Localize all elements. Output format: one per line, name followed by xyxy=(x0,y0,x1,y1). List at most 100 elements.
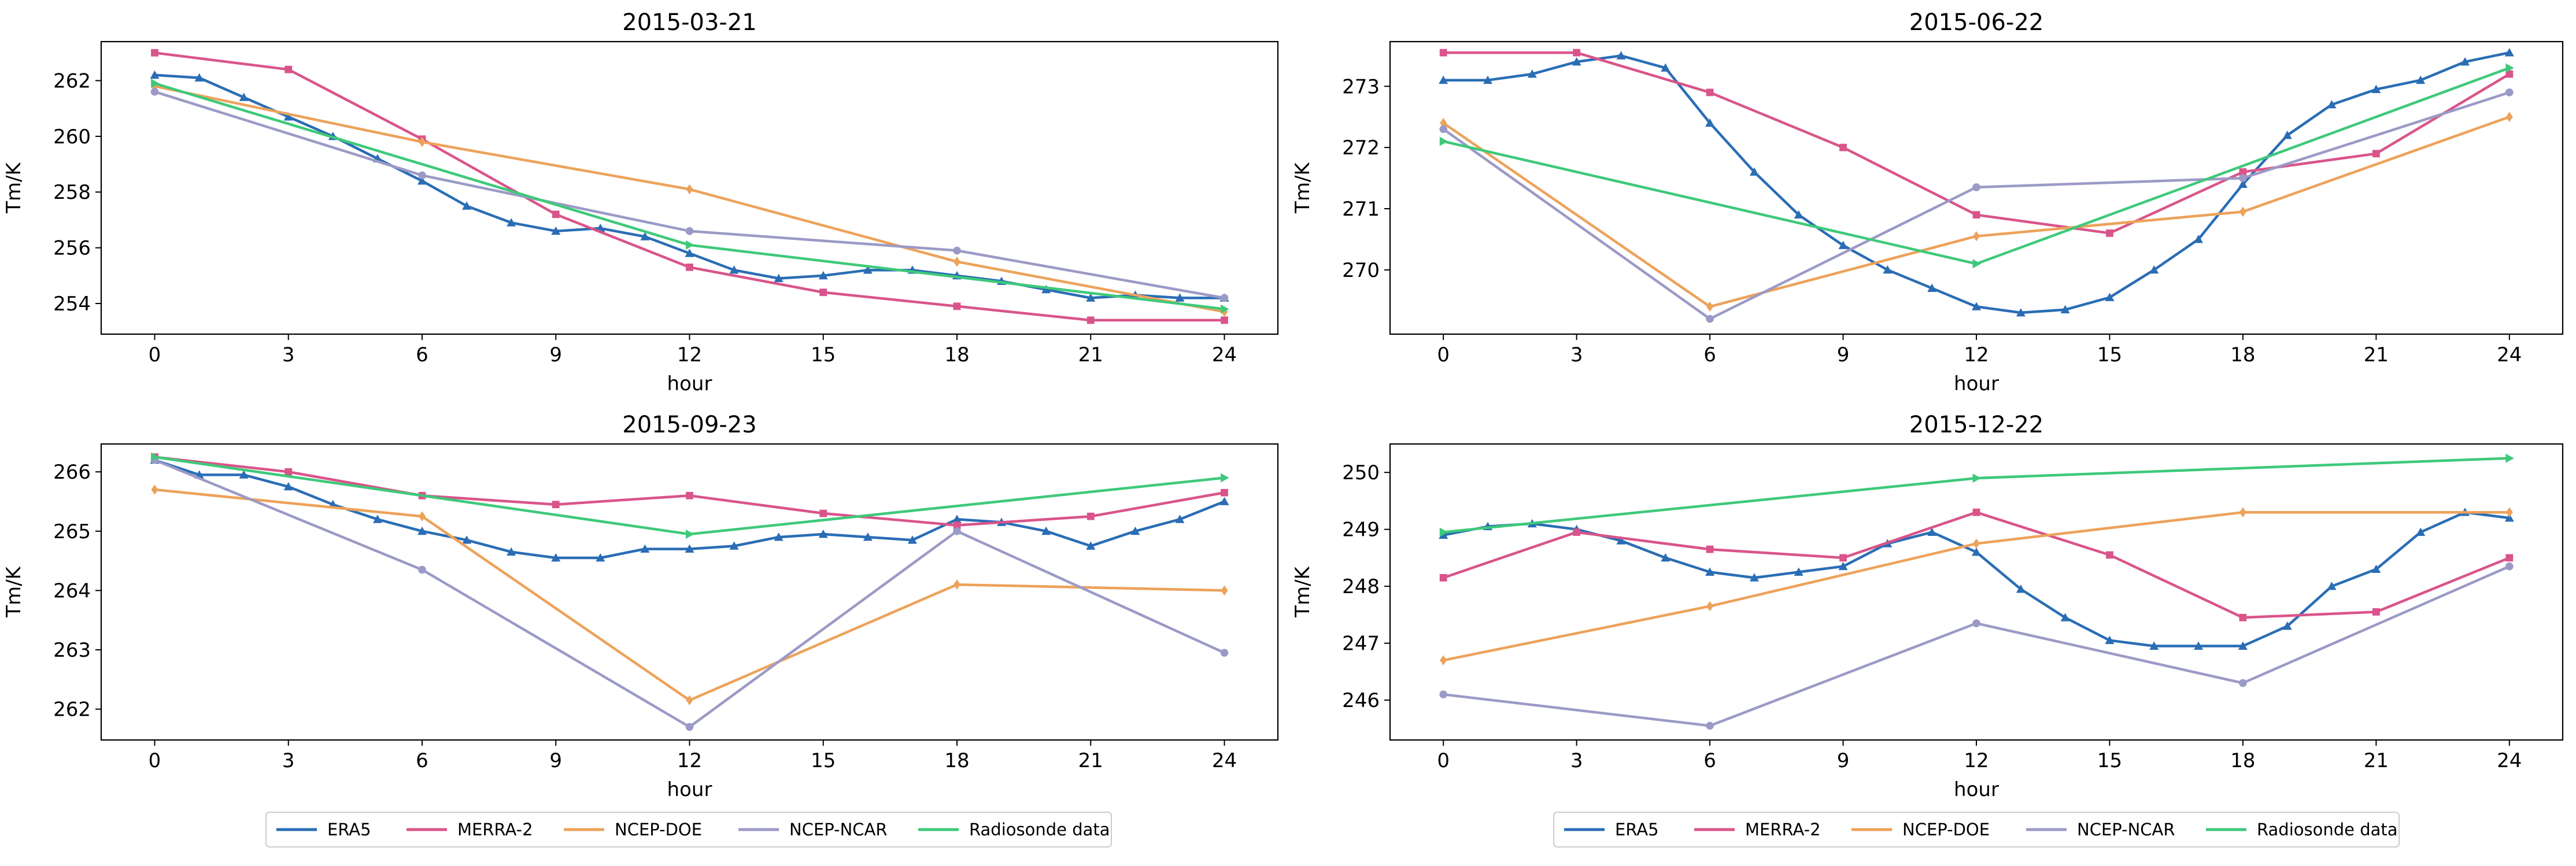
data-point xyxy=(2060,613,2070,621)
data-point xyxy=(1175,293,1185,302)
data-point xyxy=(1972,211,1980,219)
data-point xyxy=(1130,526,1140,535)
data-point xyxy=(1749,573,1759,582)
data-point xyxy=(2282,621,2292,630)
data-point xyxy=(774,273,783,283)
x-tick-label: 12 xyxy=(677,343,702,367)
data-point xyxy=(819,509,827,517)
data-point xyxy=(1972,259,1981,269)
data-point xyxy=(953,527,961,535)
x-tick-label: 3 xyxy=(1570,343,1583,367)
series-line xyxy=(154,456,1225,527)
data-point xyxy=(507,218,516,227)
data-point xyxy=(2149,641,2159,650)
legend-item-era5: ERA5 xyxy=(276,820,371,839)
data-point xyxy=(818,529,828,538)
data-point xyxy=(2149,265,2159,274)
data-point xyxy=(2194,234,2204,243)
x-tick-label: 9 xyxy=(549,749,562,772)
y-tick-label: 247 xyxy=(1342,632,1380,656)
data-point xyxy=(1573,528,1581,536)
data-point xyxy=(1883,265,1893,274)
x-tick-label: 18 xyxy=(944,749,969,772)
series-line xyxy=(154,488,1225,702)
legend-item-radiosonde-data: Radiosonde data xyxy=(2206,820,2398,839)
series-merra-2 xyxy=(151,453,1228,529)
data-point xyxy=(1972,183,1980,191)
data-point xyxy=(1440,117,1447,128)
x-tick-label: 0 xyxy=(1437,749,1450,772)
y-tick-label: 250 xyxy=(1342,461,1380,484)
x-tick-label: 24 xyxy=(1212,343,1237,367)
data-point xyxy=(1706,301,1714,312)
data-point xyxy=(1972,302,1981,310)
x-tick-label: 3 xyxy=(282,749,295,772)
data-point xyxy=(1706,601,1714,612)
data-point xyxy=(1794,567,1803,576)
data-point xyxy=(552,210,560,219)
series-line xyxy=(154,82,1225,310)
data-point xyxy=(1086,512,1095,520)
series-line xyxy=(154,458,1225,560)
data-point xyxy=(1221,306,1228,317)
data-point xyxy=(1616,51,1626,60)
y-tick-label: 249 xyxy=(1342,519,1380,542)
series-radiosonde-data xyxy=(1439,453,2514,537)
x-tick-label: 9 xyxy=(1837,343,1850,367)
x-tick-label: 12 xyxy=(1964,343,1989,367)
y-tick-label: 263 xyxy=(53,639,91,662)
data-point xyxy=(2504,513,2514,522)
data-point xyxy=(1221,316,1228,324)
data-point xyxy=(1839,143,1847,151)
data-point xyxy=(2371,84,2381,93)
data-point xyxy=(640,544,650,553)
y-tick-label: 260 xyxy=(53,125,91,149)
data-point xyxy=(729,265,739,274)
data-point xyxy=(284,65,293,73)
data-point xyxy=(151,79,160,88)
series-era5 xyxy=(150,455,1229,562)
legend-label: Radiosonde data xyxy=(2257,820,2398,839)
series-line xyxy=(1443,510,2510,619)
series-merra-2 xyxy=(1439,508,2514,621)
data-point xyxy=(2106,551,2113,559)
x-tick-label: 15 xyxy=(811,749,836,772)
data-point xyxy=(1041,284,1051,294)
x-tick-label: 12 xyxy=(1964,749,1989,772)
data-point xyxy=(1927,283,1937,293)
data-point xyxy=(1616,536,1626,545)
series-ncep-doe xyxy=(151,484,1228,706)
x-tick-label: 18 xyxy=(944,343,969,367)
data-point xyxy=(1973,231,1980,242)
series-radiosonde-data xyxy=(151,452,1229,539)
plot-frame xyxy=(1389,443,2564,741)
data-point xyxy=(952,515,962,523)
legend-label: NCEP-NCAR xyxy=(789,820,888,839)
data-point xyxy=(2372,150,2380,158)
x-tick-label: 15 xyxy=(2097,343,2122,367)
data-point xyxy=(596,553,605,562)
data-point xyxy=(1439,690,1447,699)
x-tick-label: 0 xyxy=(1437,343,1450,367)
data-point xyxy=(462,201,472,210)
y-tick-label: 246 xyxy=(1342,689,1380,712)
chart-legends: ERA5 MERRA-2 NCEP-DOE NCEP-NCAR Radiosonde d… xyxy=(265,812,2400,848)
x-tick-label: 18 xyxy=(2230,343,2255,367)
x-axis-label: hour xyxy=(1954,372,1999,395)
data-point xyxy=(1439,136,1448,146)
series-era5 xyxy=(1439,48,2514,317)
y-tick-label: 256 xyxy=(53,237,91,260)
data-point xyxy=(2505,453,2514,463)
data-point xyxy=(2194,641,2204,650)
data-point xyxy=(1221,585,1228,596)
series-line xyxy=(1443,457,2510,534)
x-axis-label: hour xyxy=(667,372,712,395)
chart-panel-1: 2015-03-21 0 3 6 9 12 15 18 21 24 254 256 258 260 262 h… xyxy=(2,9,1279,395)
series-ncep-ncar xyxy=(1439,88,2514,323)
data-point xyxy=(1661,63,1670,72)
x-tick-label: 24 xyxy=(2497,749,2522,772)
data-point xyxy=(1439,125,1447,134)
data-point xyxy=(418,565,426,574)
x-tick-label: 6 xyxy=(416,749,428,772)
data-point xyxy=(2505,507,2513,517)
